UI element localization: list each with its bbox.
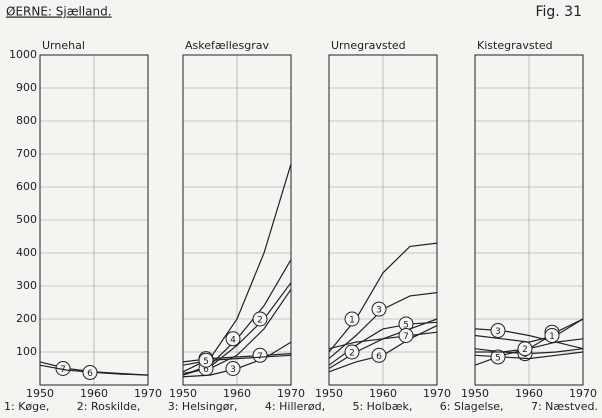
y-tick-label: 900	[16, 81, 37, 94]
x-tick-label: 1970	[569, 387, 597, 400]
figure-label: Fig. 31	[535, 4, 582, 20]
series-label-circle	[490, 349, 506, 365]
series-label-circle	[544, 328, 560, 343]
series-label: 7	[403, 332, 409, 342]
x-tick-label: 1950	[26, 387, 54, 400]
series-label-circle	[252, 347, 268, 363]
y-tick-label: 100	[16, 345, 37, 358]
legend-entry: 2: Roskilde,	[76, 400, 141, 413]
x-tick-label: 1970	[423, 387, 451, 400]
series-label-circle	[371, 301, 387, 317]
y-tick-label: 600	[16, 180, 37, 193]
y-tick-label: 400	[16, 246, 37, 259]
series-label-circle	[82, 364, 98, 380]
x-tick-label: 1950	[315, 387, 343, 400]
series-label: 3	[495, 327, 501, 337]
chart: ØERNE: Sjælland. Fig. 31 Urnehal 100 200 30…	[6, 4, 597, 400]
x-tick-label: 1960	[369, 387, 397, 400]
series-label-circle	[344, 344, 360, 360]
legend-entry: 1: Køge,	[4, 400, 50, 413]
y-tick-label: 1000	[9, 48, 37, 61]
series-label-circle	[398, 328, 414, 343]
x-tick-label: 1960	[80, 387, 108, 400]
y-tick-label: 700	[16, 147, 37, 160]
y-tick-label: 200	[16, 312, 37, 325]
series-label: 5	[203, 357, 209, 367]
series-label-circle	[225, 361, 241, 376]
series-label: 4	[230, 335, 236, 345]
y-tick-label: 500	[16, 213, 37, 226]
line	[328, 331, 438, 350]
series-label: 6	[376, 352, 382, 362]
panel-frame	[328, 54, 438, 386]
x-tick-label: 1960	[515, 387, 543, 400]
panel-title: Askefællesgrav	[185, 39, 270, 52]
series-label: 6	[87, 369, 93, 379]
series-label: 6	[203, 365, 209, 375]
series-label-circle	[490, 323, 506, 339]
panel-title: Urnehal	[42, 39, 85, 52]
line	[328, 242, 438, 353]
series-label: 3	[230, 365, 236, 375]
panel-frame	[474, 54, 584, 386]
series-label: 2	[349, 349, 355, 359]
panel-frame	[182, 54, 292, 386]
panel-frame	[39, 54, 149, 386]
panel-title: Kistegravsted	[477, 39, 553, 52]
series-label: 1	[549, 332, 555, 342]
legend-entry: 4: Hillerød,	[264, 400, 326, 413]
series-label: 5	[403, 320, 409, 330]
series-label: 1	[349, 316, 355, 326]
panel-title: Urnegravsted	[331, 39, 406, 52]
series-label-circle	[198, 352, 214, 368]
y-tick-label: 800	[16, 114, 37, 127]
x-tick-label: 1960	[223, 387, 251, 400]
x-tick-label: 1950	[461, 387, 489, 400]
series-label-circle	[371, 347, 387, 363]
legend-entry: 5: Holbæk,	[352, 400, 413, 413]
x-tick-label: 1970	[134, 387, 162, 400]
x-tick-label: 1950	[169, 387, 197, 400]
y-tick-label: 300	[16, 279, 37, 292]
series-label: 5	[495, 353, 501, 363]
series-label: 2	[257, 316, 263, 326]
region-title: ØERNE: Sjælland.	[6, 5, 112, 19]
series-label: 2	[522, 345, 528, 355]
series-label: 3	[376, 306, 382, 316]
line	[474, 318, 584, 343]
series-label-circle	[344, 311, 360, 327]
legend-entry: 6: Slagelse,	[439, 400, 504, 413]
series-label-circle	[225, 331, 241, 347]
legend-entry: 7: Næstved.	[530, 400, 598, 413]
legend: 1: Køge, 2: Roskilde, 3: Helsingør, 4: Hill…	[4, 400, 598, 413]
legend-entry: 3: Helsingør,	[167, 400, 238, 413]
series-label-circle	[252, 311, 268, 327]
x-tick-label: 1970	[277, 387, 305, 400]
